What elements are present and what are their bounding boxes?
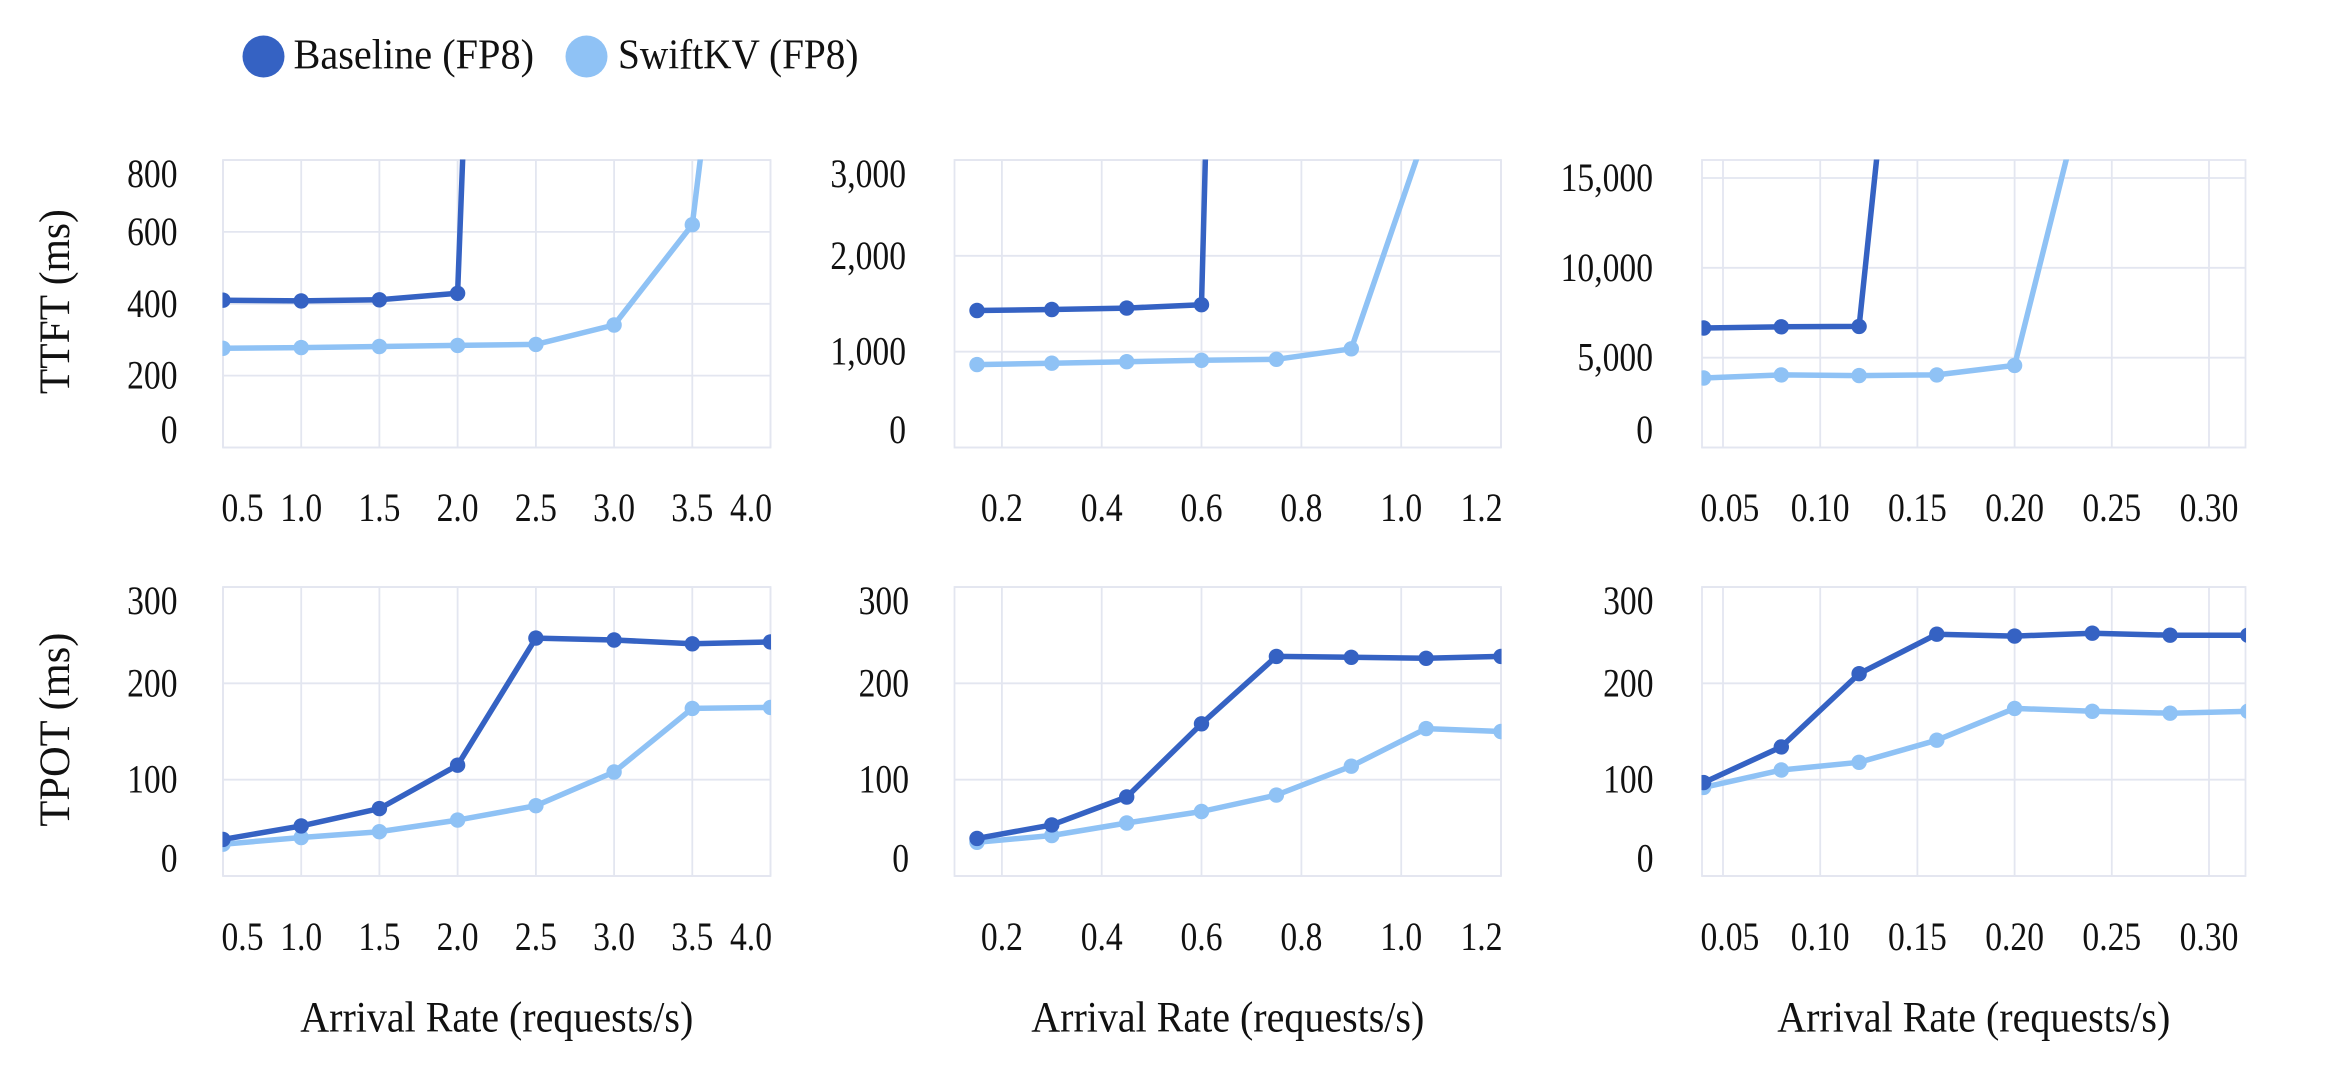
svg-text:4.0: 4.0 [730,485,772,530]
svg-text:1.0: 1.0 [280,914,322,959]
svg-text:0.2: 0.2 [981,914,1023,959]
svg-text:4.0: 4.0 [730,914,772,959]
svg-text:0.5: 0.5 [222,914,264,959]
svg-text:1.2: 1.2 [1461,485,1503,530]
svg-text:0.15: 0.15 [1888,485,1947,530]
svg-text:2.0: 2.0 [437,914,479,959]
svg-text:0: 0 [1637,836,1654,881]
svg-text:TTFT (ms): TTFT (ms) [32,209,79,394]
svg-text:1.2: 1.2 [1461,914,1503,959]
svg-text:0.30: 0.30 [2180,485,2239,530]
svg-text:0.30: 0.30 [2180,914,2239,959]
svg-text:0: 0 [892,836,909,881]
svg-text:0.2: 0.2 [981,485,1023,530]
svg-text:300: 300 [1603,578,1653,623]
svg-text:Arrival Rate (requests/s): Arrival Rate (requests/s) [300,995,693,1042]
svg-text:0.6: 0.6 [1181,485,1223,530]
svg-text:100: 100 [1603,757,1653,802]
svg-text:200: 200 [127,660,177,705]
svg-text:SwiftKV (FP8): SwiftKV (FP8) [618,32,859,78]
svg-text:200: 200 [859,660,909,705]
svg-text:0: 0 [161,836,178,881]
svg-text:3.5: 3.5 [671,914,713,959]
svg-text:1.0: 1.0 [1380,914,1422,959]
svg-text:1.5: 1.5 [358,914,400,959]
svg-text:Baseline (FP8): Baseline (FP8) [294,32,535,78]
svg-text:800: 800 [127,151,177,196]
svg-text:2.5: 2.5 [515,485,557,530]
svg-text:0.05: 0.05 [1701,485,1760,530]
svg-text:1,000: 1,000 [830,329,906,374]
svg-text:0.4: 0.4 [1081,914,1123,959]
svg-text:3.0: 3.0 [593,485,635,530]
svg-text:0.4: 0.4 [1081,485,1123,530]
svg-text:400: 400 [127,281,177,326]
svg-text:0.05: 0.05 [1701,914,1760,959]
svg-text:0: 0 [1636,407,1653,452]
svg-text:1.0: 1.0 [1380,485,1422,530]
svg-text:3.0: 3.0 [593,914,635,959]
svg-text:0: 0 [161,407,178,452]
svg-text:3.5: 3.5 [671,485,713,530]
svg-text:0.10: 0.10 [1791,914,1850,959]
svg-text:0: 0 [889,407,906,452]
svg-text:0.20: 0.20 [1985,914,2044,959]
svg-text:Arrival Rate (requests/s): Arrival Rate (requests/s) [1777,995,2170,1042]
svg-text:0.6: 0.6 [1181,914,1223,959]
svg-text:2.5: 2.5 [515,914,557,959]
svg-text:15,000: 15,000 [1561,155,1653,200]
svg-text:0.25: 0.25 [2082,485,2141,530]
svg-text:0.15: 0.15 [1888,914,1947,959]
svg-text:2.0: 2.0 [437,485,479,530]
svg-text:5,000: 5,000 [1577,335,1653,380]
svg-text:300: 300 [859,578,909,623]
svg-text:TPOT (ms): TPOT (ms) [32,633,79,827]
svg-text:2,000: 2,000 [830,233,906,278]
svg-text:200: 200 [127,353,177,398]
svg-text:0.5: 0.5 [222,485,264,530]
svg-text:3,000: 3,000 [830,151,906,196]
svg-text:0.25: 0.25 [2082,914,2141,959]
svg-text:100: 100 [859,757,909,802]
svg-text:1.5: 1.5 [358,485,400,530]
svg-text:0.8: 0.8 [1280,914,1322,959]
svg-text:10,000: 10,000 [1561,245,1653,290]
svg-text:100: 100 [127,757,177,802]
svg-text:600: 600 [127,209,177,254]
svg-text:0.8: 0.8 [1280,485,1322,530]
svg-text:0.10: 0.10 [1791,485,1850,530]
svg-text:1.0: 1.0 [280,485,322,530]
svg-text:0.20: 0.20 [1985,485,2044,530]
svg-text:Arrival Rate (requests/s): Arrival Rate (requests/s) [1031,995,1424,1042]
svg-text:300: 300 [127,578,177,623]
svg-text:200: 200 [1603,660,1653,705]
